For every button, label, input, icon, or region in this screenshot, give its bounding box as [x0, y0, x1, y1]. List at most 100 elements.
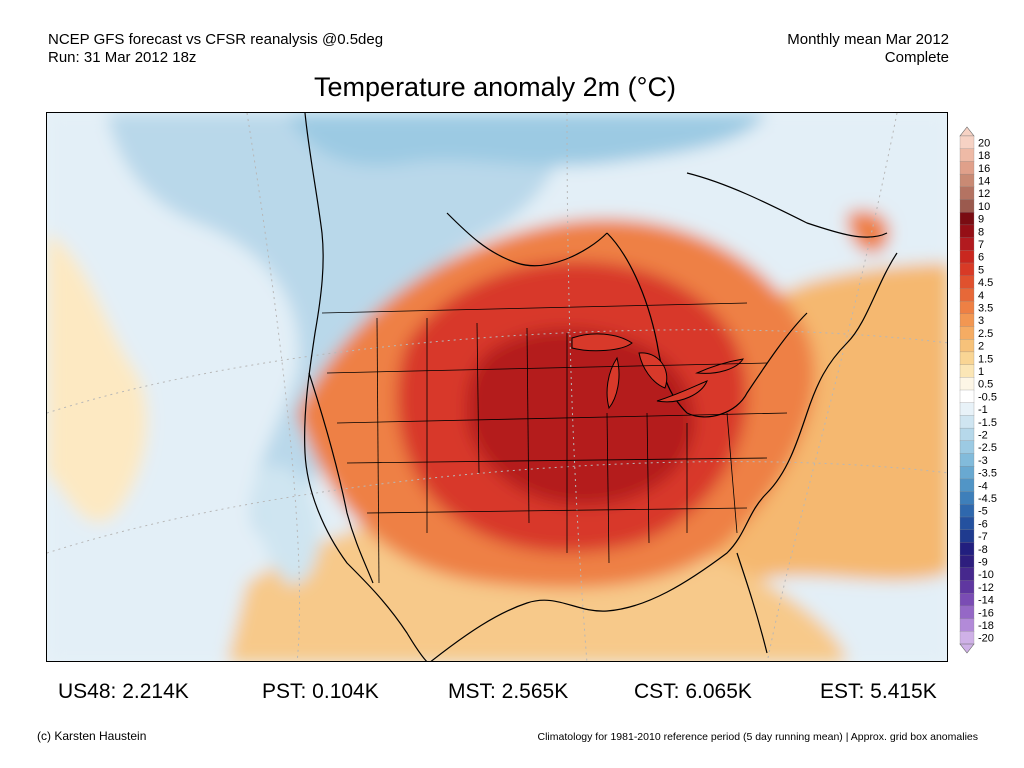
map-title: Temperature anomaly 2m (°C)	[314, 72, 676, 102]
colorbar-swatch	[959, 389, 975, 404]
colorbar-label: -8	[978, 544, 988, 556]
colorbar-swatch	[959, 364, 975, 378]
anomaly-map	[46, 112, 948, 662]
colorbar-label: -4	[978, 480, 988, 492]
political-borders	[321, 302, 788, 584]
colorbar-label: 4.5	[978, 277, 993, 289]
colorbar-label: -7	[978, 531, 988, 543]
colorbar-label: -9	[978, 556, 988, 568]
colorbar-bottom-arrow	[959, 643, 975, 654]
colorbar-swatch	[959, 300, 975, 315]
colorbar-label: -6	[978, 518, 988, 530]
header-model-info: NCEP GFS forecast vs CFSR reanalysis @0.…	[48, 31, 384, 48]
colorbar-label: -1.5	[978, 417, 997, 429]
header-status: Complete	[884, 49, 949, 66]
colorbar-label: -2	[978, 429, 988, 441]
colorbar-label: -3	[978, 455, 988, 467]
colorbar-swatch	[959, 275, 975, 289]
pacific-warm-field	[47, 233, 148, 523]
colorbar-swatch	[959, 224, 975, 239]
colorbar-swatch	[959, 313, 975, 328]
colorbar-swatch	[959, 631, 975, 645]
colorbar-swatch	[959, 580, 975, 594]
colorbar-label: -4.5	[978, 493, 997, 505]
colorbar-swatch	[959, 466, 975, 480]
colorbar-label: 14	[978, 175, 990, 187]
colorbar-swatch	[959, 199, 975, 213]
colorbar-swatch	[959, 212, 975, 226]
colorbar-swatch	[959, 618, 975, 632]
colorbar-swatch	[959, 593, 975, 607]
colorbar-label: 3.5	[978, 302, 993, 314]
credit-text: (c) Karsten Haustein	[37, 729, 147, 743]
colorbar-swatch	[959, 529, 975, 543]
colorbar-label: -2.5	[978, 442, 997, 454]
lat-lon-grid	[47, 113, 947, 661]
colorbar-label: 2	[978, 341, 984, 353]
colorbar-top-arrow	[959, 126, 975, 137]
colorbar-swatch	[959, 504, 975, 518]
colorbar: 20 18 16 14 12 10 9 8 7 6 5 4.5 4 3.5 3 2.5 2 1.5 1 0.5 -0.5…	[958, 126, 1018, 654]
climatology-note: Climatology for 1981-2010 reference peri…	[537, 731, 978, 743]
colorbar-label: -20	[978, 633, 994, 645]
colorbar-swatch	[959, 554, 975, 569]
colorbar-label: 0.5	[978, 379, 993, 391]
stat-cst: CST: 6.065K	[634, 680, 752, 703]
colorbar-label: -1	[978, 404, 988, 416]
colorbar-swatch	[959, 478, 975, 493]
colorbar-swatch	[959, 377, 975, 391]
colorbar-label: 5	[978, 264, 984, 276]
colorbar-label: 8	[978, 226, 984, 238]
stat-mst: MST: 2.565K	[448, 680, 569, 703]
colorbar-label: -14	[978, 595, 994, 607]
colorbar-swatch	[959, 250, 975, 264]
colorbar-swatch	[959, 453, 975, 467]
stat-est: EST: 5.415K	[820, 680, 937, 703]
colorbar-label: 7	[978, 239, 984, 251]
colorbar-label: 2.5	[978, 328, 993, 340]
colorbar-label: -16	[978, 607, 994, 619]
header-run-info: Run: 31 Mar 2012 18z	[48, 49, 197, 66]
colorbar-label: 18	[978, 150, 990, 162]
stat-us48: US48: 2.214K	[58, 680, 189, 703]
colorbar-swatch	[959, 135, 975, 150]
colorbar-label: 1.5	[978, 353, 993, 365]
north-cold-field	[287, 113, 767, 166]
colorbar-swatch	[959, 427, 975, 442]
colorbar-swatch	[959, 516, 975, 531]
colorbar-swatch	[959, 415, 975, 429]
colorbar-label: -0.5	[978, 391, 997, 403]
colorbar-swatch	[959, 491, 975, 505]
colorbar-swatch	[959, 186, 975, 201]
colorbar-swatch	[959, 288, 975, 302]
great-lakes	[571, 333, 744, 410]
colorbar-label: 3	[978, 315, 984, 327]
header-period: Monthly mean Mar 2012	[787, 31, 949, 48]
baja-cold-field	[254, 465, 320, 585]
anomaly-fields	[47, 113, 947, 661]
colorbar-label: -5	[978, 506, 988, 518]
colorbar-swatch	[959, 402, 975, 416]
colorbar-swatch	[959, 237, 975, 251]
stat-pst: PST: 0.104K	[262, 680, 379, 703]
colorbar-label: 20	[978, 137, 990, 149]
colorbar-label: 10	[978, 201, 990, 213]
colorbar-swatch	[959, 605, 975, 620]
colorbar-label: 12	[978, 188, 990, 200]
colorbar-label: 6	[978, 252, 984, 264]
colorbar-label: -18	[978, 620, 994, 632]
colorbar-swatch	[959, 262, 975, 277]
colorbar-label: 16	[978, 163, 990, 175]
colorbar-label: 9	[978, 214, 984, 226]
colorbar-swatch	[959, 326, 975, 340]
colorbar-label: 1	[978, 366, 984, 378]
colorbar-label: -3.5	[978, 468, 997, 480]
colorbar-label: -10	[978, 569, 994, 581]
colorbar-label: -12	[978, 582, 994, 594]
colorbar-swatch	[959, 173, 975, 188]
colorbar-swatch	[959, 351, 975, 366]
colorbar-swatch	[959, 440, 975, 455]
colorbar-swatch	[959, 148, 975, 162]
colorbar-swatch	[959, 542, 975, 556]
coastlines	[304, 113, 898, 661]
